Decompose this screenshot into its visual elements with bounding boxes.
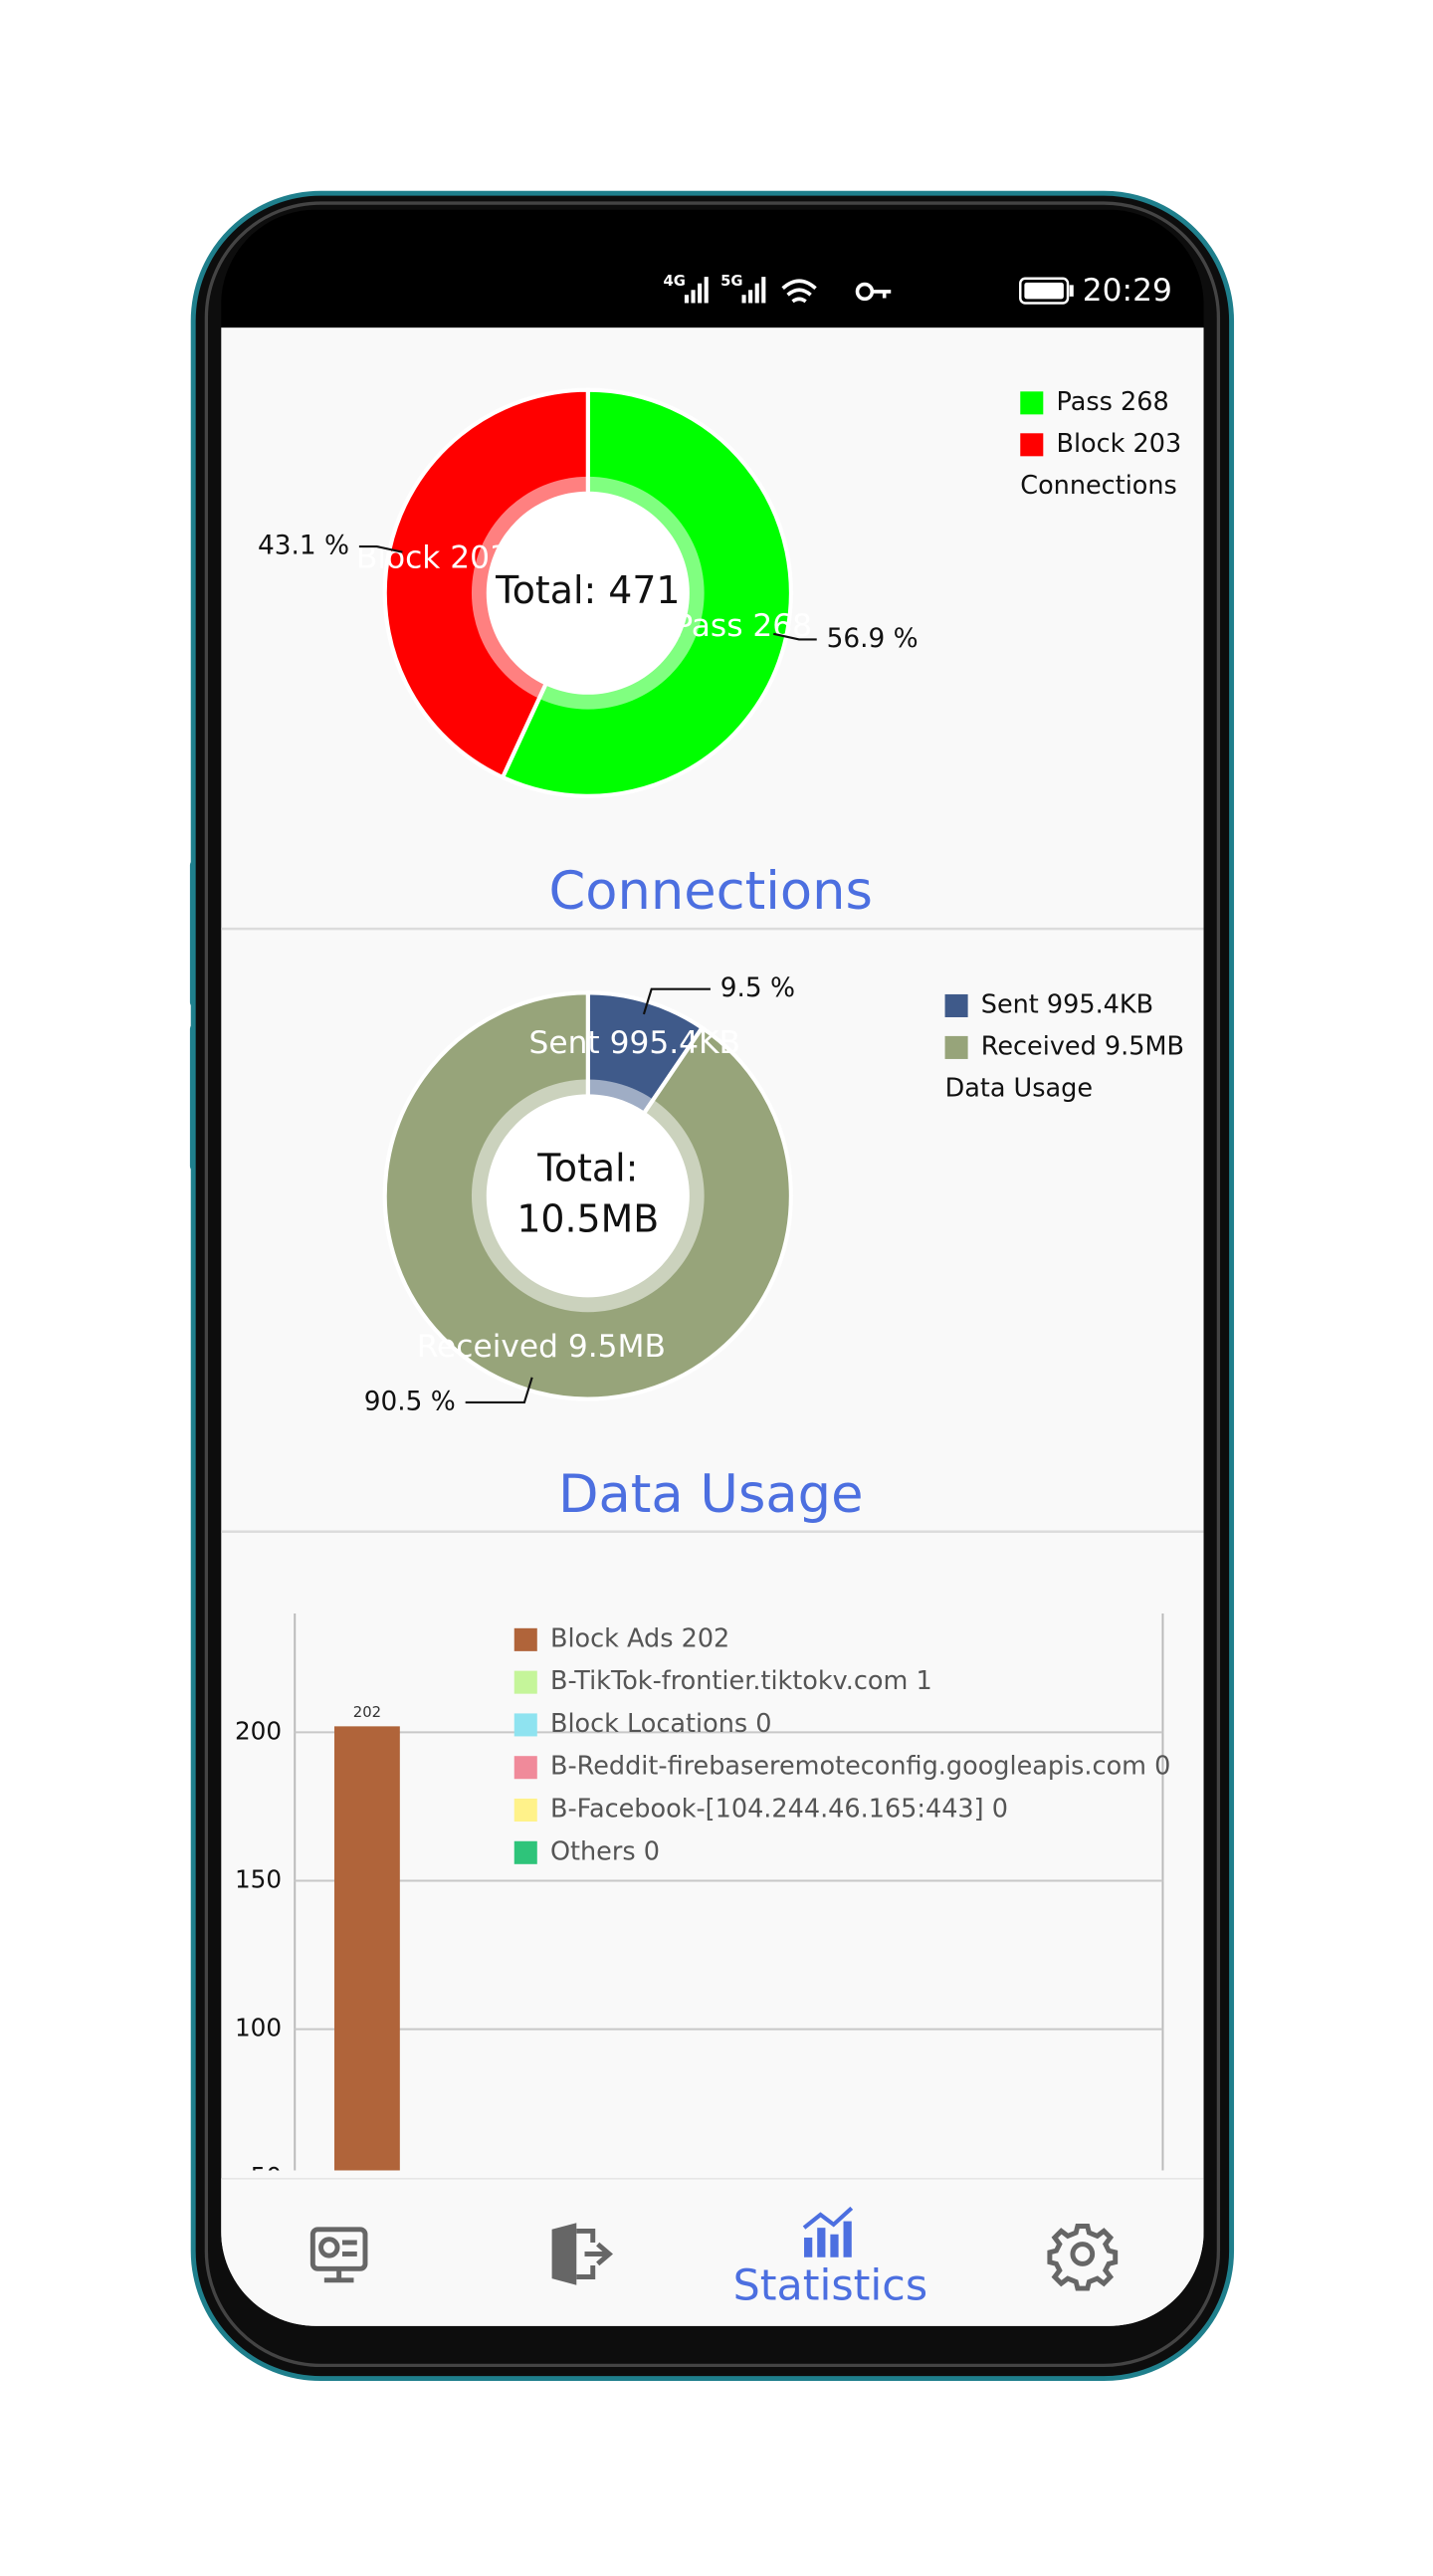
network-type: 4G (664, 273, 686, 290)
network-type: 5G (720, 273, 742, 290)
percent-label: 9.5 % (720, 973, 795, 1003)
legend-label: Block Ads 202 (550, 1623, 729, 1653)
bar (333, 1726, 400, 2171)
donut-chart: Sent 995.4KB Received 9.5MB Total: 10.5MB 9.… (221, 973, 1204, 1533)
chart-title: Data Usage (558, 1464, 864, 1525)
legend-label: B-TikTok-frontier.tiktokv.com 1 (550, 1666, 932, 1696)
legend-swatch (944, 1035, 968, 1059)
nav-statistics-icon[interactable] (802, 2206, 854, 2257)
leader-line (642, 987, 711, 1015)
legend-label: Others 0 (550, 1836, 660, 1866)
legend-label: Received 9.5MB (981, 1031, 1184, 1061)
legend-label: Block Locations 0 (550, 1709, 772, 1739)
legend-label: B-Reddit-firebaseremoteconfig.googleapis… (550, 1752, 1170, 1782)
percent-label: 90.5 % (364, 1387, 456, 1416)
slice-label: Received 9.5MB (417, 1329, 666, 1365)
y-tick-label: 100 (235, 2014, 282, 2042)
nav-settings-icon[interactable] (1047, 2224, 1119, 2291)
wifi-icon (781, 279, 817, 304)
legend-label: B-Facebook-[104.244.46.165:443] 0 (550, 1794, 1008, 1824)
y-tick-label: 150 (235, 1864, 282, 1893)
legend-label: Sent 995.4KB (981, 989, 1153, 1019)
center-text: 10.5MB (516, 1196, 659, 1240)
signal-icon (684, 277, 766, 304)
legend-swatch (513, 1756, 537, 1780)
slice-label: Sent 995.4KB (529, 1025, 740, 1061)
nav-dashboard-icon[interactable] (309, 2227, 368, 2283)
percent-label: 56.9 % (827, 624, 919, 654)
nav-exit-icon[interactable] (551, 2223, 613, 2285)
center-text: Total: 471 (495, 568, 680, 612)
percent-label: 43.1 % (258, 532, 349, 561)
leader-line (358, 544, 403, 553)
vpn-key-icon (855, 282, 892, 302)
y-tick-label: 200 (235, 1716, 282, 1745)
phone-bezel (204, 201, 1221, 2368)
donut-hole (486, 491, 690, 695)
y-tick-label: 50 (251, 2162, 282, 2191)
center-text: Total: (536, 1146, 638, 1189)
legend-swatch (1020, 391, 1044, 415)
legend-swatch (513, 1840, 537, 1864)
donut-hole (486, 1094, 690, 1298)
legend-swatch (513, 1627, 537, 1651)
legend-label: Pass 268 (1056, 387, 1168, 417)
leader-line (465, 1377, 533, 1404)
bar-chart: 05010015020020210000Block Ads 202B-TikTo… (235, 1613, 1170, 2191)
nav-label[interactable]: Statistics (733, 2261, 928, 2311)
legend-description: Connections (1020, 471, 1177, 501)
battery-icon (1019, 277, 1074, 305)
bottom-nav (221, 2178, 1204, 2326)
legend-swatch (1020, 433, 1044, 457)
legend-label: Block 203 (1056, 429, 1181, 459)
leader-line (773, 632, 817, 641)
legend-description: Data Usage (945, 1073, 1093, 1103)
legend-swatch (944, 993, 968, 1017)
legend-swatch (513, 1670, 537, 1694)
chart-title: Connections (549, 861, 873, 922)
clock: 20:29 (1083, 273, 1172, 309)
legend-swatch (513, 1798, 537, 1823)
bar-value-label: 202 (353, 1704, 381, 1721)
legend-swatch (513, 1713, 537, 1737)
